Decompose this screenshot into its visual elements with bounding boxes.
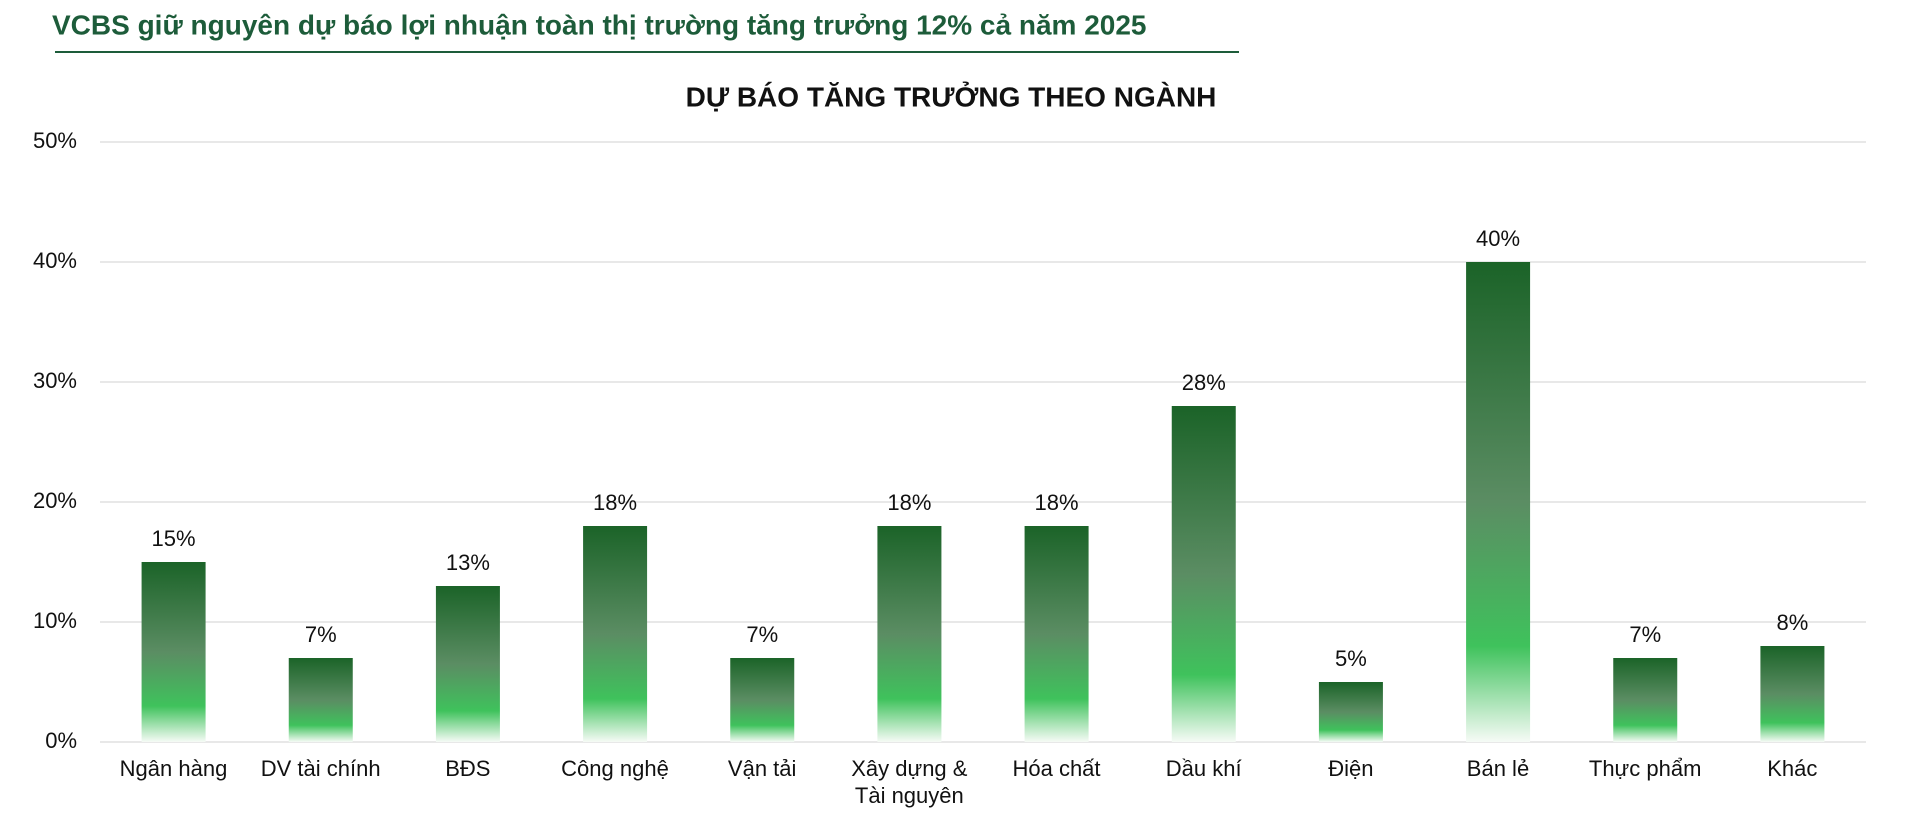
x-tick-label: Dầu khí	[1165, 756, 1242, 781]
value-label: 7%	[1629, 622, 1661, 647]
bar	[1613, 658, 1678, 742]
x-tick-label: Công nghệ	[561, 756, 669, 781]
y-tick-label: 30%	[33, 368, 77, 393]
value-label: 40%	[1476, 226, 1520, 251]
bar	[141, 562, 206, 742]
x-tick-label: Bán lẻ	[1466, 756, 1530, 781]
bar	[1760, 646, 1825, 742]
value-label: 7%	[746, 622, 778, 647]
bar	[1171, 406, 1236, 742]
y-tick-label: 0%	[45, 728, 77, 753]
bar	[583, 526, 648, 742]
y-tick-label: 40%	[33, 248, 77, 273]
value-label: 18%	[1035, 490, 1079, 515]
y-tick-label: 20%	[33, 488, 77, 513]
chart-title: DỰ BÁO TĂNG TRƯỞNG THEO NGÀNH	[686, 80, 1217, 112]
x-tick-label: Khác	[1767, 756, 1818, 781]
value-label: 7%	[305, 622, 337, 647]
x-tick-label: Điện	[1328, 756, 1374, 781]
x-tick-label: Hóa chất	[1012, 756, 1101, 781]
y-tick-label: 50%	[33, 128, 77, 153]
bar	[435, 586, 500, 742]
page-title: VCBS giữ nguyên dự báo lợi nhuận toàn th…	[52, 9, 1147, 40]
x-tick-label: DV tài chính	[260, 756, 381, 781]
x-tick-label: BĐS	[445, 756, 491, 781]
bar	[877, 526, 942, 742]
value-label: 8%	[1777, 610, 1809, 635]
bar	[730, 658, 795, 742]
bar	[1466, 262, 1531, 742]
value-label: 15%	[152, 526, 196, 551]
value-label: 13%	[446, 550, 490, 575]
x-tick-label: Xây dựng & Tài nguyên	[851, 756, 968, 808]
bar	[1024, 526, 1089, 742]
x-tick-label: Ngân hàng	[119, 756, 228, 781]
x-tick-label: Thực phẩm	[1588, 756, 1702, 781]
y-tick-label: 10%	[33, 608, 77, 633]
value-label: 18%	[593, 490, 637, 515]
bar	[1318, 682, 1383, 742]
value-label: 18%	[887, 490, 931, 515]
x-tick-label: Vận tải	[727, 756, 797, 781]
value-label: 28%	[1182, 370, 1226, 395]
bar	[288, 658, 353, 742]
value-label: 5%	[1335, 646, 1367, 671]
